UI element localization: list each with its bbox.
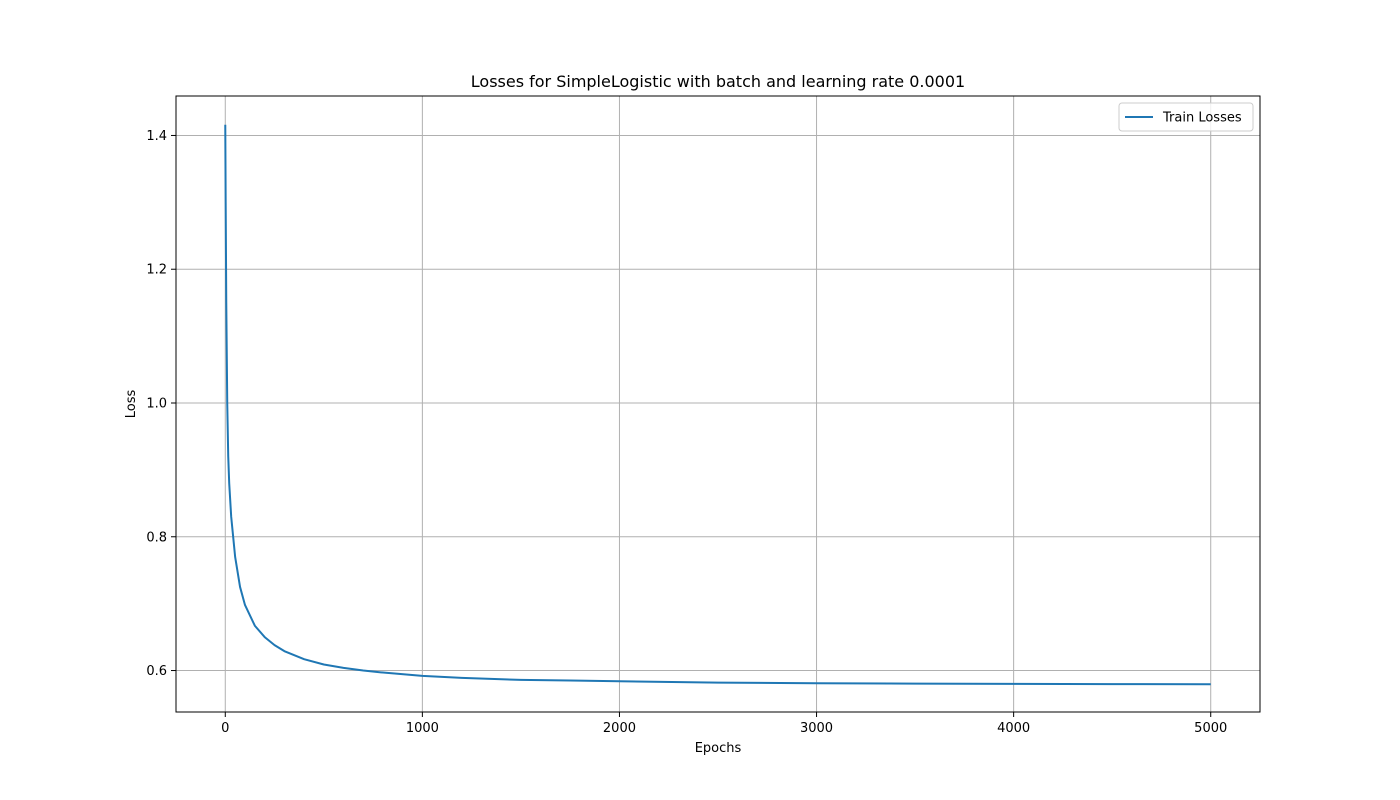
chart-title: Losses for SimpleLogistic with batch and… <box>471 72 965 91</box>
x-tick-label: 1000 <box>406 721 439 736</box>
legend: Train Losses <box>1118 102 1254 132</box>
x-tick-label: 5000 <box>1194 721 1227 736</box>
ticks: 0 1000 2000 3000 4000 5000 0.6 0.8 1.0 1.2 1.4 <box>146 129 1227 736</box>
legend-box <box>1118 102 1254 132</box>
grid <box>176 96 1260 712</box>
x-tick-label: 2000 <box>603 721 636 736</box>
x-tick-label: 4000 <box>997 721 1030 736</box>
y-tick-label: 1.2 <box>146 263 167 278</box>
y-tick-label: 1.0 <box>146 396 167 411</box>
x-tick-label: 3000 <box>800 721 833 736</box>
legend-label-train-losses: Train Losses <box>1162 111 1242 126</box>
plot-frame <box>175 95 1261 713</box>
series-layer <box>224 124 1211 686</box>
y-tick-label: 0.8 <box>146 530 167 545</box>
series-line-train-losses <box>224 124 1211 686</box>
y-tick-label: 0.6 <box>146 664 167 679</box>
x-tick-label: 0 <box>221 721 229 736</box>
y-tick-label: 1.4 <box>146 129 167 144</box>
y-axis-label: Loss <box>124 390 139 419</box>
x-axis-label: Epochs <box>695 741 742 756</box>
